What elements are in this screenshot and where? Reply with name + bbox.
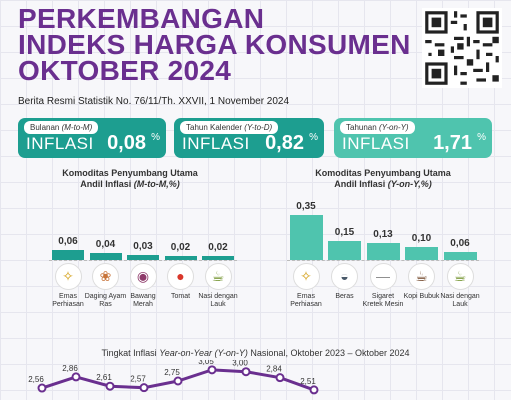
category-label: Sigaret Kretek Mesin <box>362 293 404 308</box>
data-label: 3,05 <box>198 360 214 366</box>
cigarette-icon: ― <box>369 263 397 290</box>
category-label: Emas Perhiasan <box>52 293 84 308</box>
data-label: 2,75 <box>164 368 180 377</box>
tomato-icon: ● <box>167 263 194 290</box>
bar-value-label: 0,03 <box>133 240 153 252</box>
card-ytd-inflation: Tahun Kalender (Y-to-D) INFLASI 0,82 % <box>174 118 324 158</box>
data-label: 2,61 <box>96 373 112 382</box>
data-point <box>309 385 319 395</box>
qr-code[interactable] <box>422 8 502 88</box>
data-label: 2,57 <box>130 375 146 384</box>
data-label: 2,84 <box>266 365 282 374</box>
card-label: INFLASI <box>182 134 250 153</box>
card-yoy-inflation: Tahunan (Y-on-Y) INFLASI 1,71 % <box>334 118 492 158</box>
data-label: 2,56 <box>28 375 44 384</box>
data-point <box>37 383 47 393</box>
bar <box>127 254 159 260</box>
card-label: INFLASI <box>342 134 410 153</box>
bar <box>443 252 477 260</box>
card-caption: Tahunan (Y-on-Y) <box>340 121 415 134</box>
category-label: Nasi dengan Lauk <box>440 293 480 308</box>
bar <box>289 215 323 260</box>
title-line-1: PERKEMBANGAN <box>18 3 265 34</box>
left-section-title: Komoditas Penyumbang Utama Andil Inflasi… <box>62 168 198 189</box>
data-point <box>173 376 183 386</box>
baseline <box>286 260 480 261</box>
data-point <box>105 381 115 391</box>
card-monthly-inflation: Bulanan (M-to-M) INFLASI 0,08 % <box>18 118 166 158</box>
card-value: 0,08 <box>107 132 146 154</box>
gold-jewelry-icon: ✧ <box>54 263 82 290</box>
bar-value-label: 0,04 <box>95 239 116 251</box>
data-point <box>207 365 217 375</box>
line-chart-title: Tingkat Inflasi Year-on-Year (Y-on-Y) Na… <box>101 348 410 358</box>
category-label: Beras <box>335 293 354 300</box>
data-label: 3,00 <box>232 360 248 368</box>
rice-dish-icon: ☕ <box>446 263 474 290</box>
data-point <box>275 373 285 383</box>
right-section-title: Komoditas Penyumbang Utama Andil Inflasi… <box>315 168 451 189</box>
bar <box>202 256 234 260</box>
bar <box>405 247 438 260</box>
qr-code-icon <box>422 8 502 88</box>
category-label: Kopi Bubuk <box>403 293 440 300</box>
card-caption: Tahun Kalender (Y-to-D) <box>180 121 279 134</box>
chicken-icon: ❀ <box>92 263 119 290</box>
category-label: Nasi dengan Lauk <box>198 293 238 308</box>
subtitle: Berita Resmi Statistik No. 76/11/Th. XXV… <box>18 96 290 107</box>
category-label: Daging Ayam Ras <box>84 293 127 308</box>
bar-value-label: 0,02 <box>170 242 191 253</box>
card-unit: % <box>151 132 160 143</box>
bar <box>89 253 122 260</box>
title-line-2: INDEKS HARGA KONSUMEN <box>18 29 411 60</box>
card-label: INFLASI <box>26 134 94 153</box>
bar-value-label: 0,02 <box>208 242 228 253</box>
bar <box>366 243 400 260</box>
card-unit: % <box>477 132 486 143</box>
data-point <box>139 383 149 393</box>
bar <box>164 256 197 260</box>
data-point <box>71 372 81 382</box>
category-label: Tomat <box>170 293 191 300</box>
rice-dish-icon: ☕ <box>204 263 232 290</box>
gold-jewelry-icon: ✧ <box>292 263 320 290</box>
data-label: 2,51 <box>300 377 316 386</box>
card-caption: Bulanan (M-to-M) <box>24 121 99 134</box>
shallot-icon: ◉ <box>129 263 157 290</box>
card-unit: % <box>309 132 318 143</box>
yoy-inflation-line-chart: 2,56 2,86 2,61 2,57 2,75 3,05 3,00 2,84 2,51 <box>28 360 319 395</box>
bar-value-label: 0,15 <box>334 226 355 238</box>
category-label: Bawang Merah <box>130 293 156 308</box>
data-point <box>241 367 251 377</box>
card-value: 1,71 <box>433 132 472 154</box>
bar-value-label: 0,35 <box>296 201 316 212</box>
title-line-3: OKTOBER 2024 <box>18 55 232 86</box>
bar <box>328 240 361 260</box>
bar <box>52 249 84 260</box>
bar-value-label: 0,06 <box>450 238 470 250</box>
card-value: 0,82 <box>265 132 304 154</box>
bar-value-label: 0,13 <box>373 229 393 241</box>
rice-bowl-icon: ◒ <box>331 263 358 290</box>
data-label: 2,86 <box>62 364 78 373</box>
baseline <box>49 260 237 261</box>
category-label: Emas Perhiasan <box>290 293 322 308</box>
bar-value-label: 0,06 <box>58 235 78 247</box>
coffee-icon: ☕ <box>408 263 435 290</box>
bar-value-label: 0,10 <box>411 233 432 245</box>
page-title: PERKEMBANGAN INDEKS HARGA KONSUMEN OKTOB… <box>18 3 411 86</box>
